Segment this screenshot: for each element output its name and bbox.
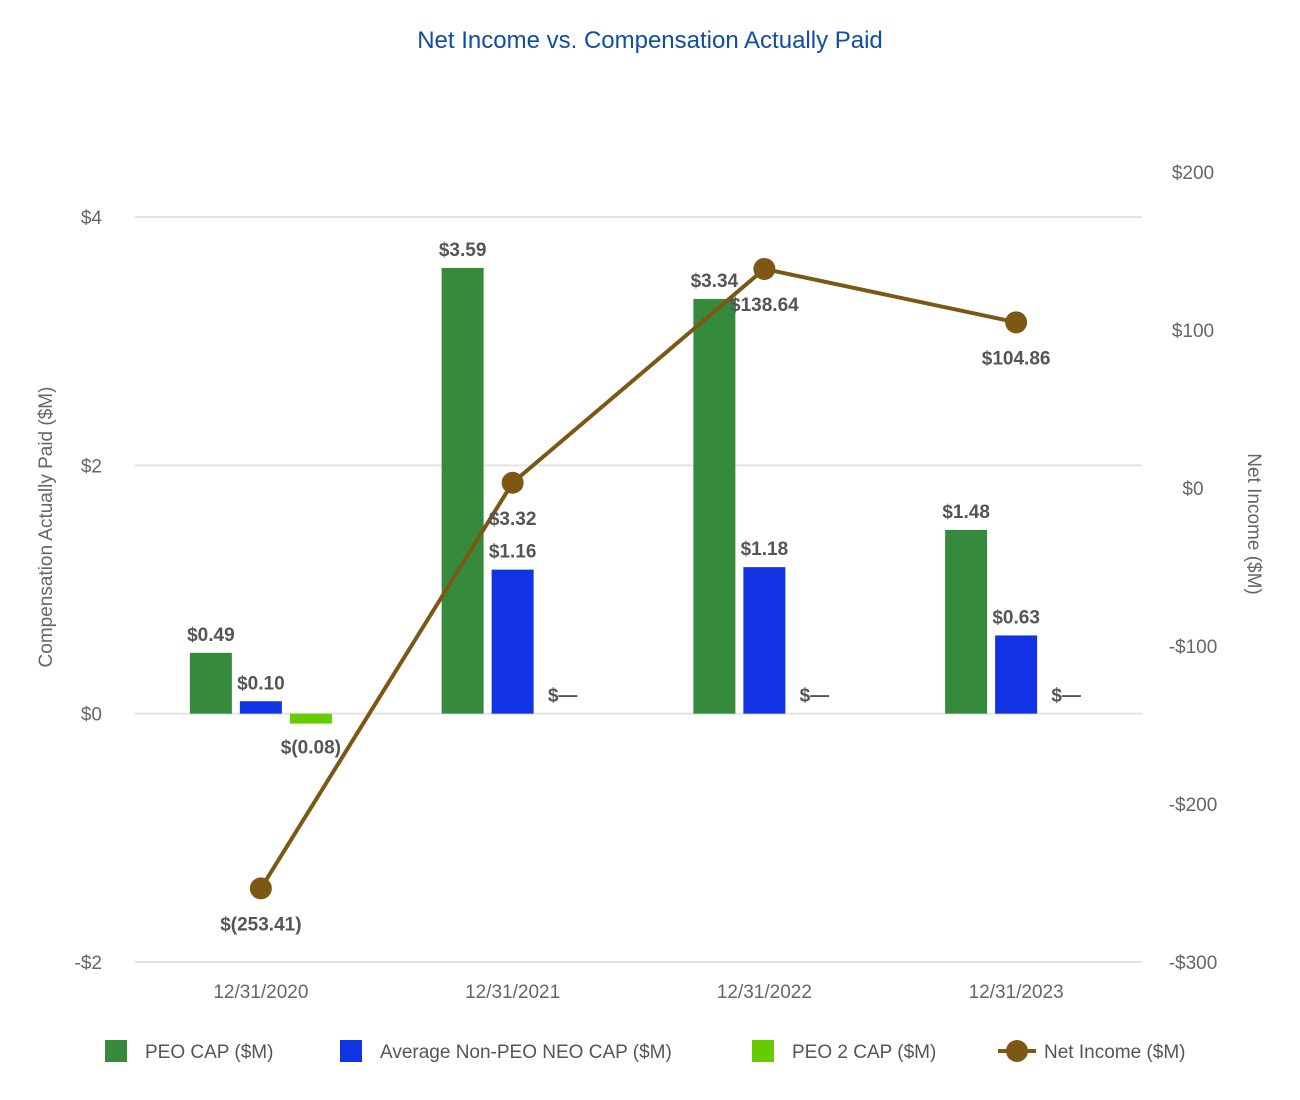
bar	[945, 529, 988, 714]
x-tick-label: 12/31/2021	[465, 982, 560, 1003]
net-income-line-group	[249, 257, 1028, 900]
net-income-point	[753, 257, 776, 280]
x-tick-label: 12/31/2023	[969, 982, 1064, 1003]
bar-data-label: $3.34	[691, 271, 739, 292]
net-income-line	[259, 266, 1017, 890]
legend-swatch	[752, 1040, 774, 1062]
bar-data-label: $0.10	[237, 673, 285, 694]
legend-label: PEO CAP ($M)	[145, 1042, 273, 1063]
bar	[995, 635, 1038, 714]
left-tick-label: $4	[81, 208, 103, 229]
x-tick-label: 12/31/2022	[717, 982, 812, 1003]
chart-title: Net Income vs. Compensation Actually Pai…	[417, 27, 883, 54]
bar	[239, 701, 282, 714]
bar-data-label: $0.63	[992, 607, 1040, 628]
right-tick-label: -$300	[1169, 953, 1218, 974]
legend-swatch	[340, 1040, 362, 1062]
bars	[189, 267, 1038, 724]
bar-data-label: $—	[1051, 686, 1081, 707]
bar-data-label: $1.48	[942, 502, 990, 523]
line-data-label: $(253.41)	[220, 914, 301, 935]
legend-label: PEO 2 CAP ($M)	[792, 1042, 936, 1063]
bar	[491, 569, 534, 714]
right-tick-label: $0	[1182, 479, 1203, 500]
left-axis: $4 $2 $0 -$2	[75, 208, 103, 974]
legend-swatch	[105, 1040, 127, 1062]
bar-data-label: $0.49	[187, 625, 235, 646]
left-tick-label: $2	[81, 456, 102, 477]
right-axis-title: Net Income ($M)	[1243, 453, 1264, 594]
line-data-label: $3.32	[489, 509, 537, 530]
left-tick-label: -$2	[75, 953, 102, 974]
bar-data-label: $—	[800, 686, 830, 707]
line-data-label: $138.64	[730, 295, 799, 316]
right-axis: $200 $100 $0 -$100 -$200 -$300	[1169, 163, 1218, 974]
x-axis: 12/31/2020 12/31/2021 12/31/2022 12/31/2023	[213, 982, 1063, 1003]
bar	[693, 298, 736, 714]
data-labels: $0.49 $0.10 $(0.08) $3.59 $1.16 $— $3.34 $1.18 $…	[187, 240, 1081, 935]
line-data-label: $104.86	[982, 348, 1051, 369]
bar-data-label: $1.16	[489, 542, 537, 563]
bar	[289, 713, 332, 724]
right-tick-label: -$200	[1169, 795, 1218, 816]
left-tick-label: $0	[81, 705, 102, 726]
legend-label: Net Income ($M)	[1044, 1042, 1185, 1063]
bar-data-label: $(0.08)	[281, 738, 341, 759]
right-tick-label: $200	[1172, 163, 1214, 184]
bar	[441, 267, 484, 714]
net-income-point	[249, 877, 272, 900]
x-tick-label: 12/31/2020	[213, 982, 308, 1003]
right-tick-label: $100	[1172, 321, 1214, 342]
bar	[189, 652, 232, 714]
bar-data-label: $—	[548, 686, 578, 707]
legend: PEO CAP ($M) Average Non-PEO NEO CAP ($M)…	[105, 1040, 1185, 1063]
bar	[743, 567, 786, 714]
left-axis-title: Compensation Actually Paid ($M)	[36, 387, 57, 668]
right-tick-label: -$100	[1169, 637, 1218, 658]
legend-marker	[1006, 1040, 1028, 1062]
bar-data-label: $1.18	[741, 539, 789, 560]
legend-label: Average Non-PEO NEO CAP ($M)	[380, 1042, 672, 1063]
net-income-point	[1005, 311, 1028, 334]
net-income-point	[501, 471, 524, 494]
bar-data-label: $3.59	[439, 240, 487, 261]
